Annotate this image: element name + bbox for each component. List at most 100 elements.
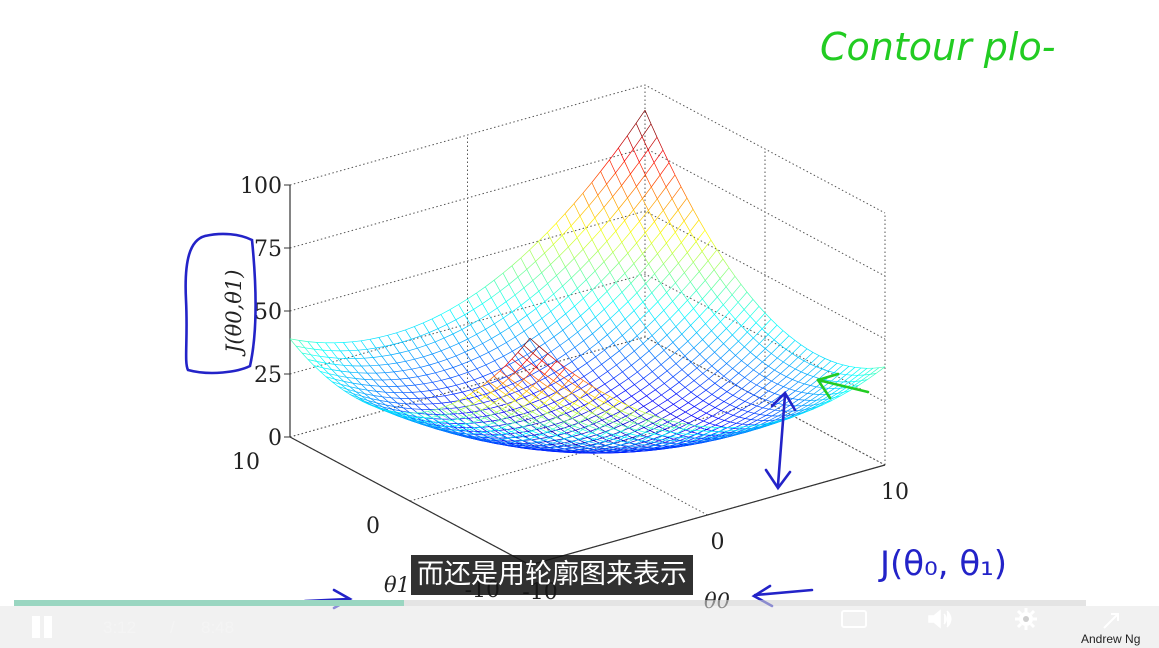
surface-mesh-line: [331, 369, 339, 376]
surface-mesh-line: [722, 258, 730, 268]
surface-mesh-line: [370, 385, 377, 392]
surface-mesh-line: [533, 357, 543, 363]
surface-mesh-line: [623, 437, 633, 441]
surface-mesh-line: [752, 299, 760, 307]
surface-mesh-line: [741, 381, 751, 389]
surface-mesh-line: [472, 432, 479, 435]
surface-mesh-line: [672, 242, 682, 254]
pause-button[interactable]: [30, 616, 54, 638]
surface-mesh-line: [573, 192, 584, 204]
fullscreen-button[interactable]: [1098, 610, 1126, 636]
surface-mesh-line: [628, 406, 636, 412]
surface-mesh-line: [750, 352, 757, 358]
surface-mesh-line: [556, 320, 564, 331]
surface-mesh-line: [636, 292, 644, 303]
surface-mesh-line: [567, 425, 575, 430]
surface-mesh-line: [429, 390, 436, 398]
surface-mesh-line: [627, 405, 637, 410]
surface-mesh-line: [384, 372, 392, 380]
surface-mesh-line: [539, 370, 546, 379]
surface-mesh-line: [702, 394, 713, 401]
surface-mesh-line: [340, 384, 348, 390]
surface-mesh-line: [676, 416, 683, 421]
surface-mesh-line: [445, 420, 452, 422]
surface-mesh-line: [686, 197, 694, 210]
surface-mesh-line: [658, 437, 669, 442]
surface-mesh-line: [657, 292, 667, 303]
surface-mesh-line: [509, 359, 519, 365]
surface-mesh-line: [697, 412, 707, 419]
surface-mesh-line: [616, 326, 623, 336]
surface-mesh-line: [552, 440, 559, 444]
surface-mesh-line: [446, 319, 456, 325]
surface-mesh-line: [440, 346, 451, 352]
surface-mesh-line: [530, 424, 538, 430]
surface-mesh-line: [719, 267, 730, 279]
surface-mesh-line: [420, 332, 430, 337]
player-control-bar: 3:12 / 8:48: [0, 606, 1159, 648]
surface-mesh-line: [378, 364, 386, 373]
surface-mesh-line: [476, 292, 483, 304]
surface-mesh-line: [573, 403, 584, 409]
surface-mesh-line: [642, 420, 649, 426]
surface-mesh-line: [592, 281, 602, 291]
surface-mesh-line: [487, 436, 497, 441]
surface-mesh-line: [479, 313, 489, 320]
surface-mesh-line: [550, 264, 557, 276]
surface-mesh-line: [495, 411, 505, 415]
surface-mesh-line: [534, 446, 544, 450]
surface-mesh-line: [809, 363, 817, 368]
surface-mesh-line: [366, 349, 374, 358]
surface-mesh-line: [593, 448, 603, 451]
surface-mesh-line: [664, 424, 674, 430]
surface-mesh-line: [809, 355, 820, 365]
surface-mesh-line: [526, 308, 537, 316]
surface-mesh-line: [378, 363, 388, 366]
surface-mesh-line: [867, 373, 877, 380]
surface-mesh-line: [723, 334, 733, 345]
surface-mesh-line: [609, 415, 616, 422]
surface-mesh-line: [538, 232, 548, 242]
surface-mesh-line: [657, 253, 664, 264]
surface-mesh-line: [716, 435, 726, 438]
z-tick-label: 75: [254, 237, 282, 262]
surface-mesh-line: [684, 355, 692, 363]
surface-mesh-line: [791, 344, 802, 354]
surface-mesh-line: [508, 284, 516, 296]
settings-button[interactable]: [1012, 606, 1040, 632]
progress-bar[interactable]: [14, 600, 1086, 606]
surface-mesh-line: [529, 420, 536, 425]
surface-mesh-line: [547, 359, 558, 366]
surface-mesh-line: [694, 406, 701, 411]
surface-mesh-line: [384, 344, 394, 347]
surface-mesh-line: [607, 334, 614, 344]
surface-mesh-line: [497, 403, 508, 407]
surface-mesh-line: [741, 360, 748, 366]
surface-mesh-line: [464, 351, 472, 361]
surface-mesh-line: [644, 110, 652, 125]
surface-mesh-line: [613, 342, 620, 352]
surface-mesh-line: [511, 413, 521, 420]
captions-button[interactable]: [840, 606, 868, 632]
surface-mesh-line: [553, 403, 560, 409]
surface-mesh-line: [444, 414, 452, 420]
surface-mesh-line: [631, 395, 638, 402]
surface-mesh-line: [487, 406, 497, 413]
surface-mesh-line: [693, 347, 701, 355]
surface-mesh-line: [691, 409, 701, 416]
surface-mesh-line: [527, 348, 537, 355]
surface-mesh-line: [536, 409, 543, 416]
surface-mesh-line: [615, 282, 623, 293]
surface-mesh-line: [695, 229, 706, 242]
surface-mesh-line: [813, 399, 823, 406]
surface-mesh-line: [645, 283, 653, 293]
surface-mesh-line: [570, 215, 581, 227]
surface-mesh-line: [457, 397, 465, 402]
volume-button[interactable]: [926, 606, 954, 632]
surface-mesh-line: [741, 325, 748, 333]
surface-mesh-line: [744, 401, 752, 405]
surface-mesh-line: [753, 361, 763, 371]
surface-mesh-line: [624, 273, 632, 284]
surface-mesh-line: [836, 362, 844, 366]
surface-mesh-line: [702, 330, 712, 340]
